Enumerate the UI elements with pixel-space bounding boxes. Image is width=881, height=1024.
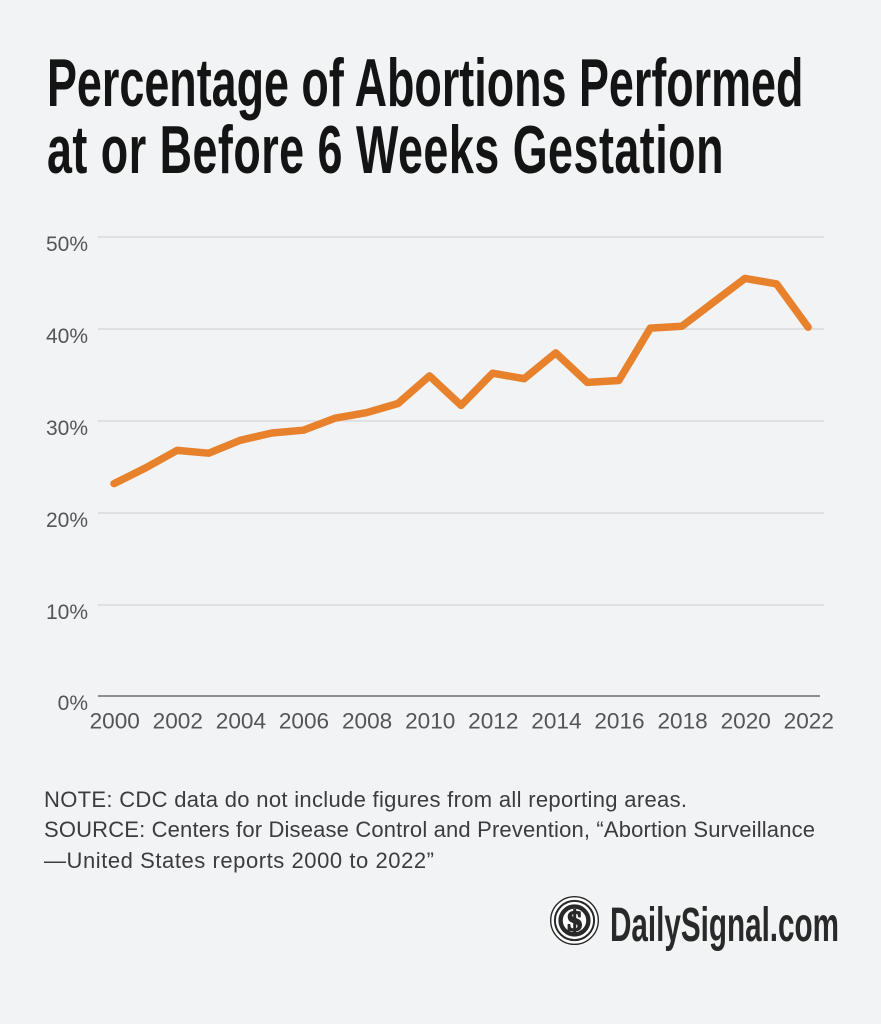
svg-text:2010: 2010 bbox=[405, 709, 455, 734]
svg-text:2020: 2020 bbox=[721, 709, 771, 734]
svg-text:Percentage of Abortions Perfor: Percentage of Abortions Performed bbox=[47, 46, 803, 122]
svg-text:30%: 30% bbox=[46, 417, 88, 440]
svg-text:2012: 2012 bbox=[468, 709, 518, 734]
svg-text:S: S bbox=[567, 907, 583, 938]
svg-text:SOURCE: Centers for Disease Co: SOURCE: Centers for Disease Control and … bbox=[44, 817, 815, 842]
svg-text:2000: 2000 bbox=[90, 709, 140, 734]
svg-text:2022: 2022 bbox=[784, 709, 834, 734]
svg-text:NOTE: CDC data do not include: NOTE: CDC data do not include figures fr… bbox=[44, 787, 687, 812]
svg-text:2018: 2018 bbox=[657, 709, 707, 734]
svg-text:2014: 2014 bbox=[531, 709, 581, 734]
svg-text:40%: 40% bbox=[46, 325, 88, 348]
svg-text:2016: 2016 bbox=[594, 709, 644, 734]
svg-text:10%: 10% bbox=[46, 601, 88, 624]
svg-text:20%: 20% bbox=[46, 509, 88, 532]
svg-text:2008: 2008 bbox=[342, 709, 392, 734]
svg-text:0%: 0% bbox=[58, 692, 88, 715]
svg-text:—United States reports 2000 to: —United States reports 2000 to 2022” bbox=[44, 848, 434, 873]
svg-text:2002: 2002 bbox=[153, 709, 203, 734]
svg-text:DailySignal.com: DailySignal.com bbox=[610, 899, 839, 952]
svg-text:2004: 2004 bbox=[216, 709, 266, 734]
svg-text:50%: 50% bbox=[46, 233, 88, 256]
svg-text:at or Before 6 Weeks Gestation: at or Before 6 Weeks Gestation bbox=[47, 113, 724, 189]
svg-text:2006: 2006 bbox=[279, 709, 329, 734]
